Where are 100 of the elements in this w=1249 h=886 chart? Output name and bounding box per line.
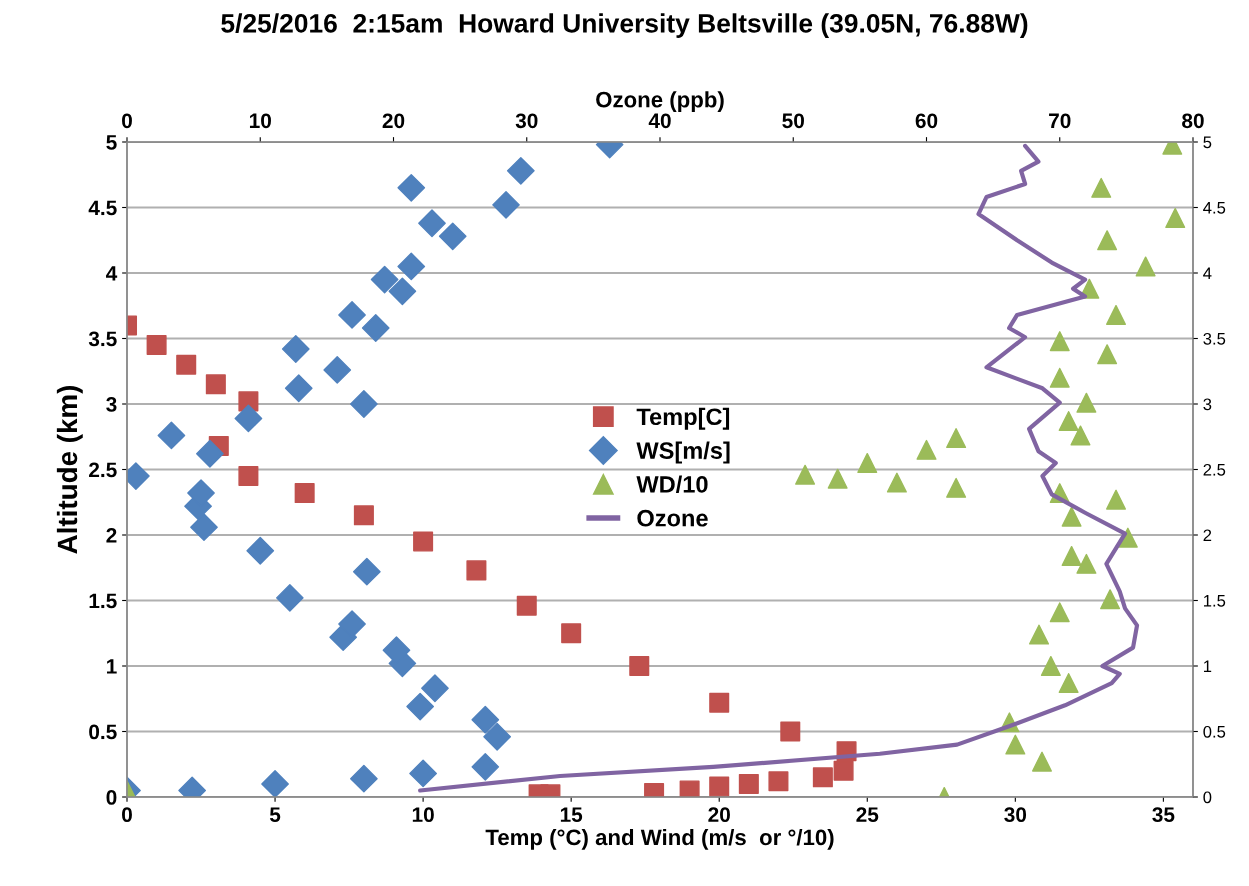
x-tick-label: 20 — [708, 807, 730, 823]
x2-tick-label: 20 — [382, 113, 405, 129]
point — [294, 483, 315, 504]
y-tick-label: 0 — [106, 790, 117, 805]
point — [1076, 392, 1097, 413]
y2-tick-label: 4 — [1203, 267, 1212, 280]
y-tick-label: 4.5 — [88, 200, 117, 216]
point — [261, 770, 289, 797]
point — [795, 464, 816, 485]
point — [353, 505, 374, 526]
point — [350, 390, 378, 418]
y-tick-label: 1.5 — [89, 593, 117, 609]
point — [886, 472, 907, 493]
point — [1049, 367, 1070, 388]
point — [709, 692, 730, 713]
x2-tick-label: 40 — [648, 113, 671, 129]
point — [709, 776, 730, 797]
point — [388, 277, 417, 306]
point — [1076, 553, 1097, 574]
point — [409, 759, 437, 788]
y-tick-label: 2.5 — [89, 462, 117, 478]
point — [413, 531, 434, 552]
point — [350, 764, 378, 793]
point — [1097, 344, 1118, 365]
point — [516, 595, 537, 616]
x-tick-label: 30 — [1004, 807, 1027, 823]
point — [466, 560, 487, 581]
point — [1061, 506, 1082, 527]
x-tick-label: 25 — [856, 807, 879, 823]
point — [1070, 425, 1091, 446]
point — [338, 610, 366, 638]
point — [176, 354, 197, 375]
point — [352, 557, 381, 586]
point — [338, 301, 366, 329]
point — [190, 513, 218, 542]
point — [1165, 207, 1186, 228]
y2-tick-label: 2.5 — [1203, 463, 1226, 476]
y-tick-label: 4 — [106, 266, 118, 281]
y2-tick-label: 1.5 — [1203, 595, 1226, 607]
point — [506, 156, 535, 185]
x-axis-title: Temp (°C) and Wind (m/s or °/10) — [485, 828, 834, 850]
point — [1061, 545, 1082, 566]
point — [833, 760, 854, 781]
y2-tick-label: 5 — [1203, 136, 1212, 149]
point — [1005, 734, 1026, 755]
chart-title: 5/25/2016 2:15am Howard University Beltsville (39.05N, 76.88W) — [221, 13, 1028, 38]
point — [1049, 331, 1070, 352]
point — [284, 374, 313, 403]
legend-label: Ozone — [637, 509, 708, 527]
point — [323, 356, 352, 384]
y2-tick-label: 2 — [1203, 529, 1212, 542]
x-tick-label: 0 — [122, 807, 132, 823]
legend-label: Temp[C] — [636, 407, 730, 430]
point — [827, 468, 848, 489]
x2-tick-label: 50 — [782, 113, 804, 129]
point — [1135, 256, 1156, 277]
point — [205, 374, 226, 395]
point — [1058, 411, 1079, 432]
point — [857, 452, 878, 473]
y2-tick-label: 0 — [1203, 791, 1212, 804]
point — [397, 173, 426, 202]
y2-tick-label: 3 — [1203, 398, 1212, 411]
point — [561, 623, 582, 644]
point — [471, 705, 500, 734]
point — [275, 584, 304, 612]
y-tick-label: 1 — [107, 659, 117, 674]
point — [1097, 230, 1118, 251]
x-tick-label: 5 — [269, 807, 281, 823]
y-tick-label: 2 — [106, 528, 117, 543]
point — [1031, 751, 1052, 772]
y2-tick-label: 4.5 — [1203, 202, 1226, 214]
point — [492, 191, 520, 219]
point — [1029, 624, 1050, 645]
point — [246, 536, 275, 565]
point — [946, 428, 967, 449]
point — [1049, 602, 1070, 623]
point — [1040, 655, 1061, 677]
point — [812, 767, 833, 788]
point — [281, 335, 310, 363]
x2-tick-label: 0 — [122, 113, 132, 129]
x-tick-label: 15 — [560, 807, 583, 823]
point — [234, 404, 263, 433]
point — [146, 335, 167, 356]
point — [370, 265, 399, 294]
y-tick-label: 3.5 — [88, 331, 117, 347]
y-tick-label: 3 — [106, 397, 117, 412]
y-tick-label: 5 — [106, 135, 117, 150]
y2-tick-label: 1 — [1203, 660, 1212, 673]
point — [483, 722, 512, 751]
point — [157, 421, 186, 450]
x2-tick-label: 80 — [1182, 113, 1204, 129]
legend-label: WS[m/s] — [636, 441, 730, 464]
point — [679, 780, 700, 797]
point — [780, 721, 801, 742]
point — [1105, 489, 1127, 510]
y-tick-label: 0.5 — [89, 724, 117, 740]
point — [629, 655, 650, 677]
point — [438, 222, 467, 251]
x2-tick-label: 70 — [1049, 113, 1071, 129]
point — [421, 674, 449, 703]
